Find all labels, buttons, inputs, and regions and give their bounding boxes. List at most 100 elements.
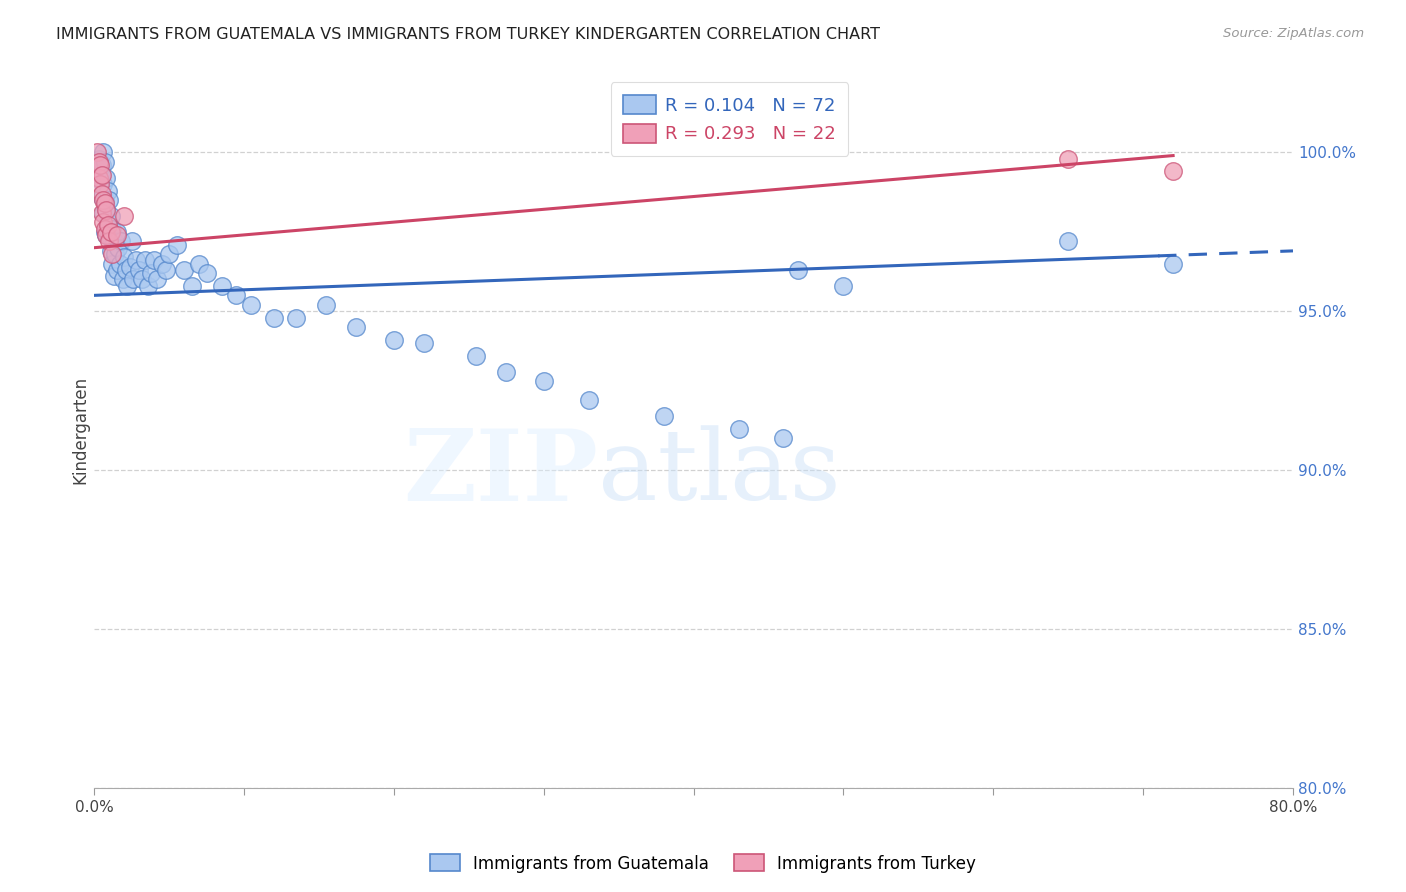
- Point: [173, 263, 195, 277]
- Point: [1161, 257, 1184, 271]
- Text: Source: ZipAtlas.com: Source: ZipAtlas.com: [1223, 27, 1364, 40]
- Point: [100, 244, 122, 258]
- Point: [150, 257, 173, 271]
- Point: [98, 227, 121, 242]
- Point: [87, 152, 110, 166]
- Point: [100, 209, 122, 223]
- Point: [112, 250, 135, 264]
- Point: [652, 409, 675, 423]
- Point: [578, 393, 600, 408]
- Point: [465, 349, 488, 363]
- Point: [285, 310, 308, 325]
- Point: [93, 155, 115, 169]
- Point: [105, 225, 128, 239]
- Point: [188, 257, 211, 271]
- Point: [105, 227, 128, 242]
- Point: [146, 272, 169, 286]
- Point: [1057, 152, 1080, 166]
- Text: IMMIGRANTS FROM GUATEMALA VS IMMIGRANTS FROM TURKEY KINDERGARTEN CORRELATION CHA: IMMIGRANTS FROM GUATEMALA VS IMMIGRANTS …: [56, 27, 880, 42]
- Point: [772, 431, 794, 445]
- Text: ZIP: ZIP: [402, 425, 598, 522]
- Point: [1057, 235, 1080, 249]
- Point: [101, 221, 124, 235]
- Point: [91, 177, 114, 191]
- Point: [90, 206, 112, 220]
- Point: [211, 278, 233, 293]
- Point: [93, 196, 115, 211]
- Point: [240, 298, 263, 312]
- Point: [94, 170, 117, 185]
- Point: [1161, 164, 1184, 178]
- Point: [94, 227, 117, 242]
- Legend: Immigrants from Guatemala, Immigrants from Turkey: Immigrants from Guatemala, Immigrants fr…: [423, 847, 983, 880]
- Point: [180, 278, 202, 293]
- Point: [115, 278, 138, 293]
- Point: [94, 227, 117, 242]
- Point: [98, 193, 121, 207]
- Point: [104, 247, 127, 261]
- Point: [91, 206, 114, 220]
- Point: [136, 278, 159, 293]
- Y-axis label: Kindergarten: Kindergarten: [72, 376, 89, 484]
- Point: [97, 184, 120, 198]
- Point: [128, 263, 150, 277]
- Point: [157, 247, 180, 261]
- Point: [112, 209, 135, 223]
- Point: [787, 263, 810, 277]
- Point: [94, 202, 117, 217]
- Point: [125, 253, 148, 268]
- Point: [382, 333, 405, 347]
- Point: [120, 260, 142, 274]
- Point: [412, 336, 434, 351]
- Point: [93, 193, 115, 207]
- Point: [111, 272, 134, 286]
- Point: [166, 237, 188, 252]
- Point: [263, 310, 285, 325]
- Point: [93, 221, 115, 235]
- Text: atlas: atlas: [598, 425, 841, 521]
- Point: [315, 298, 337, 312]
- Point: [91, 193, 114, 207]
- Point: [101, 257, 124, 271]
- Point: [121, 235, 143, 249]
- Point: [86, 145, 108, 160]
- Point: [108, 257, 131, 271]
- Point: [107, 241, 129, 255]
- Point: [225, 288, 247, 302]
- Point: [110, 235, 132, 249]
- Point: [97, 215, 120, 229]
- Point: [155, 263, 177, 277]
- Point: [89, 168, 111, 182]
- Point: [87, 170, 110, 185]
- Point: [90, 158, 112, 172]
- Point: [131, 272, 153, 286]
- Point: [91, 145, 114, 160]
- Point: [93, 225, 115, 239]
- Point: [90, 186, 112, 201]
- Point: [89, 158, 111, 172]
- Point: [87, 155, 110, 169]
- Point: [97, 219, 120, 233]
- Point: [100, 225, 122, 239]
- Point: [344, 320, 367, 334]
- Legend: R = 0.104   N = 72, R = 0.293   N = 22: R = 0.104 N = 72, R = 0.293 N = 22: [610, 82, 848, 156]
- Point: [139, 266, 162, 280]
- Point: [727, 422, 749, 436]
- Point: [533, 374, 555, 388]
- Point: [122, 272, 145, 286]
- Point: [495, 365, 517, 379]
- Point: [114, 263, 136, 277]
- Point: [103, 269, 125, 284]
- Point: [134, 253, 156, 268]
- Point: [90, 168, 112, 182]
- Point: [101, 247, 124, 261]
- Point: [89, 177, 111, 191]
- Point: [195, 266, 218, 280]
- Point: [103, 235, 125, 249]
- Point: [98, 235, 121, 249]
- Point: [90, 190, 112, 204]
- Point: [105, 263, 128, 277]
- Point: [143, 253, 166, 268]
- Point: [832, 278, 855, 293]
- Point: [94, 202, 117, 217]
